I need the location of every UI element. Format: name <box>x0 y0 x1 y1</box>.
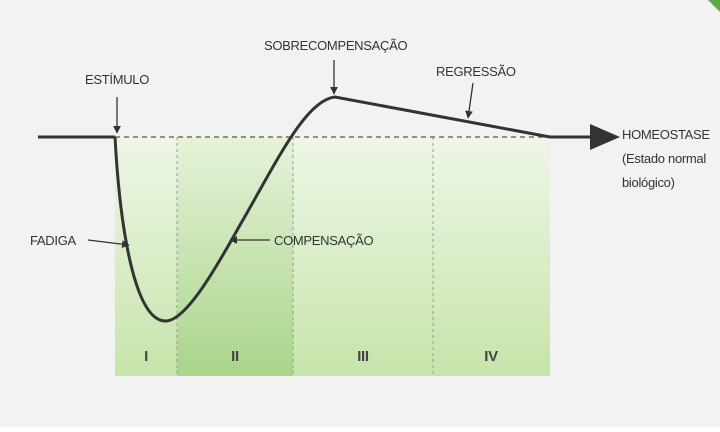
pointers <box>87 60 474 249</box>
label: REGRESSÃO <box>436 64 516 79</box>
label: ESTÍMULO <box>85 72 149 87</box>
phase-region <box>433 137 550 376</box>
curve <box>113 95 551 323</box>
label: HOMEOSTASE <box>622 127 710 142</box>
phase-label: III <box>357 348 369 365</box>
phase-region <box>293 137 433 376</box>
label: SOBRECOMPENSAÇÃO <box>264 38 407 53</box>
phase-label: I <box>144 348 148 365</box>
phase-label: II <box>231 348 239 365</box>
phase-label: IV <box>484 348 498 365</box>
label: COMPENSAÇÃO <box>274 233 373 248</box>
label: (Estado normal <box>622 151 706 166</box>
dividers <box>176 137 434 376</box>
corner <box>708 0 720 12</box>
label: FADIGA <box>30 233 77 248</box>
label: biológico) <box>622 175 675 190</box>
arrow-head <box>590 124 620 150</box>
phase-region <box>115 137 177 376</box>
phase-region <box>177 137 293 376</box>
